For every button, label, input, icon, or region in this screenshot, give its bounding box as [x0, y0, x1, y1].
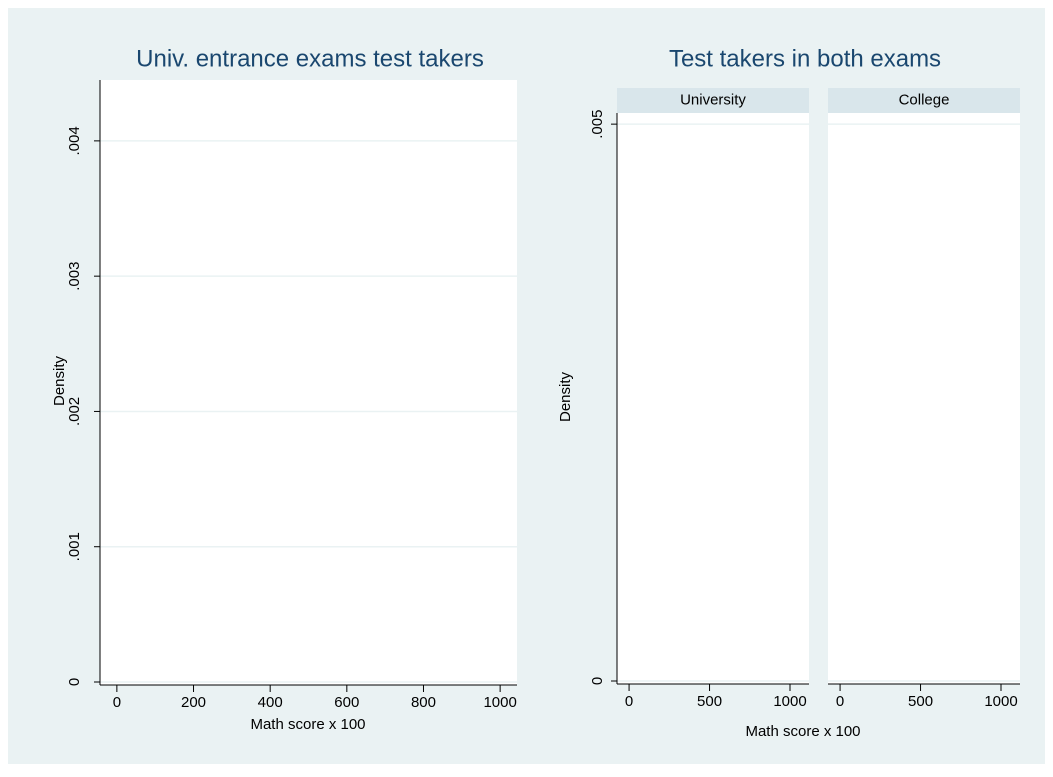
panel-label: College — [899, 91, 950, 108]
x-tick-label: 400 — [258, 694, 283, 711]
x-tick-label: 1000 — [483, 694, 516, 711]
y-tick-label: 0 — [66, 678, 83, 686]
x-tick-label: 500 — [697, 693, 722, 710]
y-tick-label: .001 — [66, 532, 83, 561]
x-tick-label: 0 — [836, 693, 844, 710]
x-axis-title: Math score x 100 — [745, 723, 860, 740]
x-tick-label: 200 — [181, 694, 206, 711]
chart-title: Univ. entrance exams test takers — [136, 45, 484, 72]
panel-strip — [617, 88, 809, 113]
plot-area — [617, 113, 809, 684]
x-tick-label: 1000 — [773, 693, 806, 710]
plot-area — [828, 113, 1020, 684]
y-tick-label: .002 — [66, 397, 83, 426]
panel-label: University — [680, 91, 746, 108]
y-tick-label: .005 — [589, 110, 606, 139]
panel-strip — [828, 88, 1020, 113]
x-axis-title: Math score x 100 — [250, 716, 365, 733]
x-tick-label: 600 — [334, 694, 359, 711]
plot-area — [100, 80, 517, 685]
y-tick-label: .003 — [66, 262, 83, 291]
x-tick-label: 500 — [908, 693, 933, 710]
x-tick-label: 1000 — [984, 693, 1017, 710]
x-tick-label: 800 — [411, 694, 436, 711]
y-axis-title: Density — [557, 371, 574, 422]
x-tick-label: 0 — [113, 694, 121, 711]
y-axis-title: Density — [51, 355, 68, 406]
chart-title: Test takers in both exams — [669, 45, 941, 72]
y-tick-label: 0 — [589, 677, 606, 685]
x-tick-label: 0 — [625, 693, 633, 710]
y-tick-label: .004 — [66, 126, 83, 155]
